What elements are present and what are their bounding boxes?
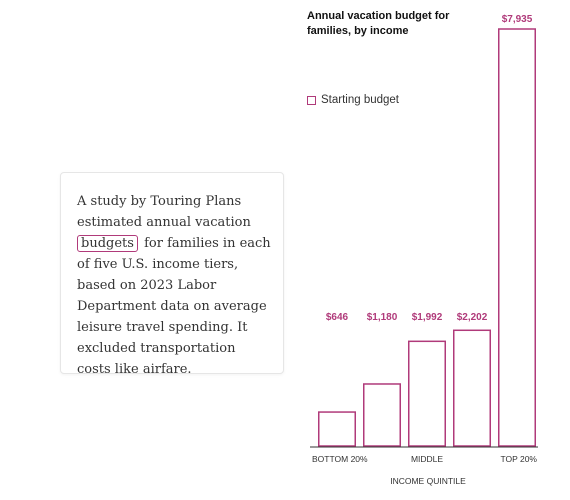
bar [498,28,536,447]
bar-value-label: $646 [326,312,349,323]
bar-value-label: $1,180 [367,312,398,323]
chart-legend: Starting budget [307,94,399,106]
x-tick-label: BOTTOM 20% [312,454,368,464]
bar-value-label: $2,202 [457,312,488,323]
bar [318,411,356,447]
x-tick-label: MIDDLE [411,454,443,464]
note-text-after: for families in each of five U.S. income… [77,236,271,377]
bar [453,329,491,447]
legend-swatch [307,95,316,105]
bar-value-label: $1,992 [412,312,443,323]
x-tick-label: TOP 20% [500,454,537,464]
chart-title: Annual vacation budget for families, by … [307,10,450,37]
budgets-link[interactable]: budgets [77,235,138,252]
note-text-before: A study by Touring Plans estimated annua… [77,194,251,230]
study-note-card: A study by Touring Plans estimated annua… [60,172,284,377]
study-note-text: A study by Touring Plans estimated annua… [77,191,273,380]
legend-label: Starting budget [321,94,400,106]
bar-value-label: $7,935 [502,14,533,25]
x-axis-title: INCOME QUINTILE [390,476,466,486]
bar [363,383,401,447]
bar [408,340,446,447]
